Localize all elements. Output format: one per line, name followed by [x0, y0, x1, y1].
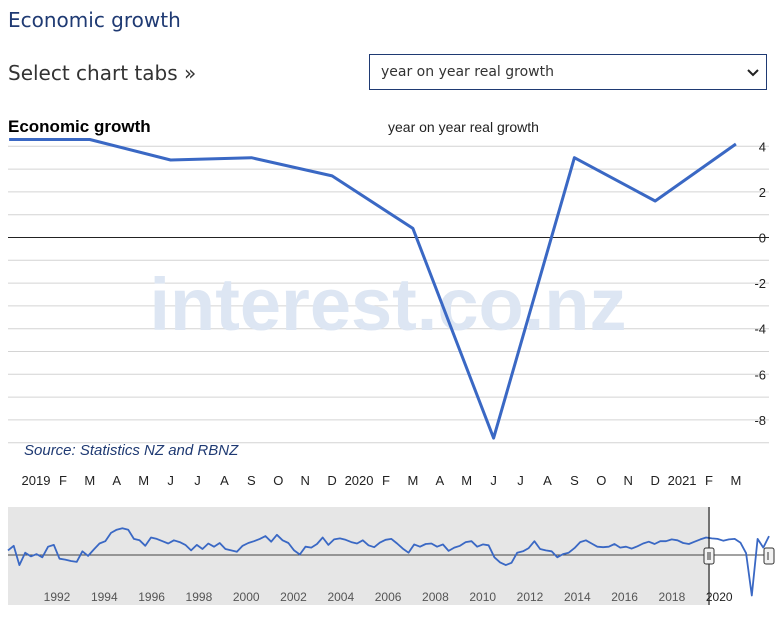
x-tick-label: A	[543, 473, 552, 488]
navigator-year-label: 2012	[517, 590, 544, 604]
range-navigator[interactable]: 1992 1994 1996 1998 2000 2002 2004 2006 2008 2010…	[7, 507, 775, 605]
x-tick-label: J	[490, 473, 497, 488]
x-tick-label: M	[407, 473, 418, 488]
x-tick-label: S	[570, 473, 579, 488]
y-tick-label: 0	[759, 231, 766, 246]
y-axis-tick-labels: 4 2 0 -2 -4 -6 -8	[754, 139, 766, 428]
chevron-down-icon	[747, 69, 759, 77]
navigator-background	[8, 507, 710, 605]
navigator-year-label: 1996	[138, 590, 165, 604]
x-tick-label: M	[461, 473, 472, 488]
x-tick-label: A	[220, 473, 229, 488]
navigator-year-label: 2002	[280, 590, 307, 604]
chart-title: Economic growth	[8, 117, 151, 136]
navigator-left-handle[interactable]	[703, 547, 715, 565]
navigator-year-label: 1998	[186, 590, 213, 604]
source-note: Source: Statistics NZ and RBNZ	[24, 442, 239, 459]
chart-tab-select-value: year on year real growth	[381, 64, 554, 80]
x-tick-label: M	[138, 473, 149, 488]
y-tick-label: 4	[759, 139, 766, 154]
navigator-year-label: 2006	[375, 590, 402, 604]
x-tick-label: F	[705, 473, 713, 488]
x-tick-label: J	[517, 473, 524, 488]
chart-tabs-label: Select chart tabs »	[8, 61, 197, 85]
watermark: interest.co.nz	[150, 263, 627, 346]
navigator-year-label: 2010	[469, 590, 496, 604]
x-tick-label: 2019	[22, 473, 51, 488]
navigator-year-label: 1992	[44, 590, 71, 604]
x-tick-label: A	[435, 473, 444, 488]
x-axis-tick-labels: 2019 F M A M J J A S O N D 2020 F M A M J J A S O N D 2021 F M	[22, 473, 742, 488]
navigator-year-labels: 1992 1994 1996 1998 2000 2002 2004 2006 2008 2010…	[44, 590, 733, 604]
x-tick-label: J	[167, 473, 174, 488]
navigator-year-label: 2018	[659, 590, 686, 604]
y-tick-label: -6	[754, 367, 766, 382]
x-tick-label: F	[382, 473, 390, 488]
x-tick-label: D	[650, 473, 659, 488]
navigator-year-label: 2008	[422, 590, 449, 604]
navigator-year-label: 2020	[706, 590, 733, 604]
chart-gridlines	[8, 145, 769, 444]
x-tick-label: M	[730, 473, 741, 488]
chart-subtitle: year on year real growth	[388, 119, 539, 135]
y-tick-label: -2	[754, 276, 766, 291]
x-tick-label: 2021	[668, 473, 697, 488]
x-tick-label: F	[59, 473, 67, 488]
navigator-right-handle[interactable]	[763, 547, 775, 565]
x-tick-label: O	[596, 473, 606, 488]
x-tick-label: N	[624, 473, 633, 488]
y-tick-label: 2	[759, 185, 766, 200]
x-tick-label: D	[327, 473, 336, 488]
x-tick-label: O	[273, 473, 283, 488]
x-tick-label: N	[301, 473, 310, 488]
x-tick-label: A	[112, 473, 121, 488]
navigator-year-label: 1994	[91, 590, 118, 604]
growth-series-line	[9, 138, 737, 440]
navigator-year-label: 2016	[611, 590, 638, 604]
navigator-year-label: 2004	[327, 590, 354, 604]
navigator-series-line	[7, 527, 770, 597]
y-tick-label: -8	[754, 413, 766, 428]
x-tick-label: M	[84, 473, 95, 488]
x-tick-label: S	[247, 473, 256, 488]
y-tick-label: -4	[754, 322, 766, 337]
page-title: Economic growth	[8, 8, 181, 32]
x-tick-label: J	[194, 473, 201, 488]
navigator-year-label: 2014	[564, 590, 591, 604]
x-tick-label: 2020	[345, 473, 374, 488]
chart-tab-select[interactable]: year on year real growth	[369, 54, 767, 90]
navigator-year-label: 2000	[233, 590, 260, 604]
